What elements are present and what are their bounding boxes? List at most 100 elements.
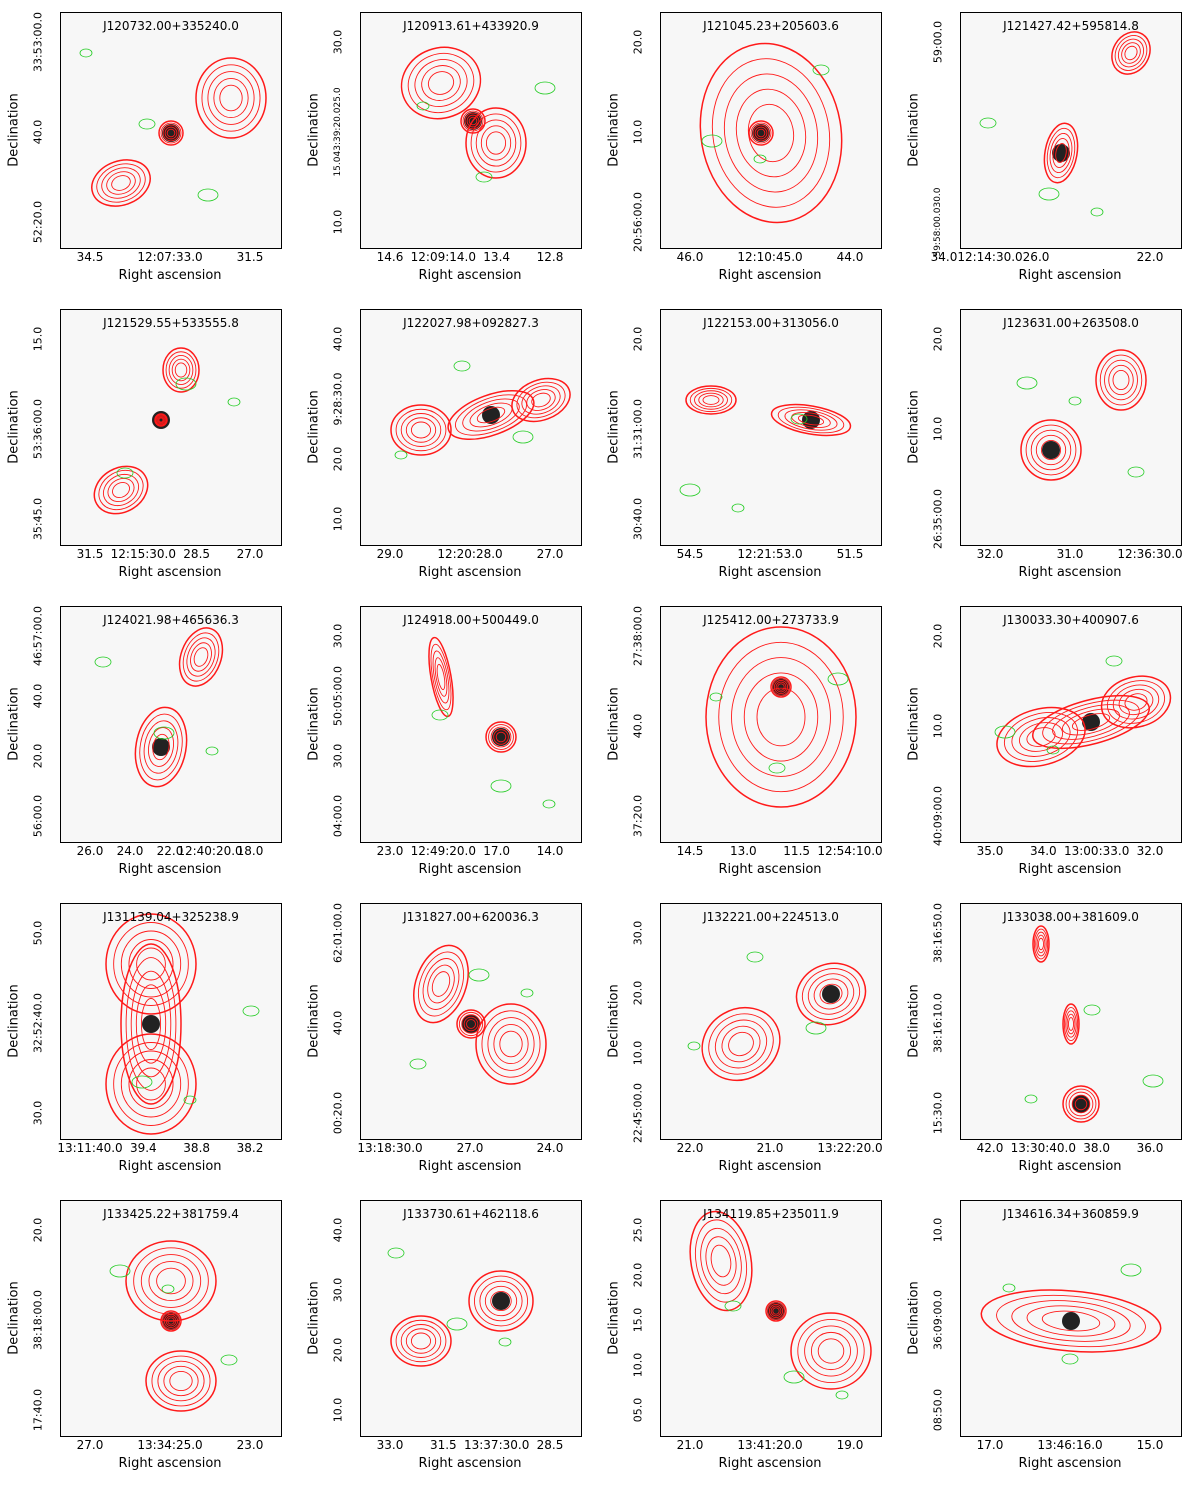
radio-contour: [136, 1067, 166, 1101]
x-tick-label: 46.0: [676, 250, 704, 264]
radio-overlay-image: [705, 626, 857, 808]
plot-area: J120913.61+433920.9: [360, 12, 582, 249]
x-tick-label: 24.0: [116, 844, 144, 858]
y-tick-label: 40.0: [331, 1010, 345, 1036]
radio-contour: [165, 351, 197, 389]
y-axis-label: Declination: [606, 93, 622, 167]
radio-contour: [980, 1289, 1162, 1353]
x-tick-label: 34.0: [1029, 844, 1057, 858]
radio-contour: [434, 657, 448, 697]
source-title: J120732.00+335240.0: [103, 19, 239, 33]
x-tick-label: 22.0: [156, 844, 184, 858]
plot-area: J124021.98+465636.3: [60, 606, 282, 843]
radio-contour: [479, 1280, 523, 1322]
radio-contour: [135, 984, 167, 1064]
radio-contour: [521, 385, 561, 415]
y-tick-label: 53:36:00.0: [31, 399, 45, 459]
optical-contour: [746, 951, 764, 963]
x-axis-label: Right ascension: [418, 268, 522, 283]
radio-contour: [1055, 143, 1067, 163]
radio-contour: [689, 387, 733, 413]
radio-contour: [700, 1227, 742, 1295]
radio-contour: [1011, 1300, 1131, 1342]
radio-contour: [1020, 419, 1082, 481]
radio-contour: [447, 389, 535, 441]
radio-contour: [390, 404, 452, 456]
plot-area: J133730.61+462118.6: [360, 1200, 582, 1437]
x-axis-label: Right ascension: [118, 1159, 222, 1174]
x-tick-label: 14.0: [536, 844, 564, 858]
radio-contour: [101, 167, 141, 199]
plot-area: J120732.00+335240.0: [60, 12, 282, 249]
y-axis-label: Declination: [606, 687, 622, 761]
optical-core-mark: [152, 738, 170, 756]
x-tick-label: 12:07:33.0: [137, 250, 203, 264]
x-tick-label: 12:10:45.0: [737, 250, 803, 264]
radio-contour: [169, 1370, 193, 1392]
x-tick-label: 13:41:20.0: [737, 1438, 803, 1452]
radio-contour: [158, 120, 184, 146]
radio-contour: [468, 1270, 534, 1332]
radio-contour: [694, 1219, 748, 1303]
x-axis-label: Right ascension: [418, 1159, 522, 1174]
y-tick-label: 40.0: [631, 713, 645, 739]
x-axis-label: Right ascension: [1018, 862, 1122, 877]
x-tick-label: 14.6: [376, 250, 404, 264]
x-tick-label: 23.0: [376, 844, 404, 858]
y-tick-label: 37:20.0: [631, 794, 645, 838]
radio-contour: [756, 687, 806, 747]
radio-contour: [463, 1016, 479, 1032]
radio-overlay-image: [94, 627, 224, 788]
x-tick-label: 38.2: [236, 1141, 264, 1155]
x-axis-label: Right ascension: [118, 565, 222, 580]
radio-contour: [160, 122, 182, 144]
radio-contour: [1040, 439, 1062, 461]
y-tick-label: 40.0: [331, 326, 345, 352]
radio-contour: [1066, 1013, 1076, 1035]
radio-contour: [1049, 132, 1073, 174]
panel-5: J121529.55+533555.8 Declination Right asce…: [0, 297, 300, 594]
radio-contour: [128, 1059, 174, 1109]
radio-overlay-image: [109, 1240, 238, 1412]
radio-contour: [1067, 1017, 1075, 1031]
radio-contour: [93, 465, 149, 515]
x-axis-label: Right ascension: [118, 268, 222, 283]
x-tick-label: 51.5: [836, 547, 864, 561]
optical-core-mark: [752, 124, 770, 142]
panel-11: J125412.00+273733.9 Declination Right asce…: [600, 594, 900, 891]
radio-contour: [207, 71, 255, 125]
radio-contour: [1041, 1310, 1101, 1332]
y-tick-label: 40.0: [31, 683, 45, 709]
y-axis-label: Declination: [306, 93, 322, 167]
y-tick-label: 30.0: [331, 623, 345, 649]
radio-contour: [190, 642, 212, 672]
radio-contour: [464, 112, 482, 130]
x-tick-label: 13:37:30.0: [463, 1438, 530, 1452]
x-tick-label: 33.0: [376, 1438, 404, 1452]
optical-contour: [1038, 187, 1060, 201]
radio-contour: [768, 1303, 784, 1319]
panel-8: J123631.00+263508.0 Declination Right asce…: [900, 297, 1200, 594]
optical-contour: [512, 430, 534, 444]
x-tick-label: 27.0: [236, 547, 264, 561]
radio-contour: [178, 627, 224, 687]
panel-20: J134616.34+360859.9 Declination Right asce…: [900, 1188, 1200, 1485]
optical-contour: [183, 1095, 197, 1105]
radio-contour: [105, 913, 197, 1015]
y-tick-label: 20.0: [631, 980, 645, 1006]
optical-contour: [1024, 1094, 1038, 1104]
optical-contour: [1127, 466, 1145, 478]
radio-contour: [470, 113, 522, 173]
radio-contour: [485, 721, 517, 753]
y-tick-label: 20.0: [931, 326, 945, 352]
radio-contour: [163, 1365, 199, 1397]
y-tick-label: 38:16:50.0: [931, 903, 945, 963]
radio-contour: [784, 409, 838, 431]
radio-contour: [1074, 1097, 1088, 1111]
source-title: J124021.98+465636.3: [103, 613, 239, 627]
panel-12: J130033.30+400907.6 Declination Right asce…: [900, 594, 1200, 891]
radio-contour: [213, 77, 249, 119]
radio-contour: [770, 676, 792, 698]
optical-contour: [979, 117, 997, 129]
x-tick-label: 13:30:40.0: [1010, 1141, 1076, 1155]
